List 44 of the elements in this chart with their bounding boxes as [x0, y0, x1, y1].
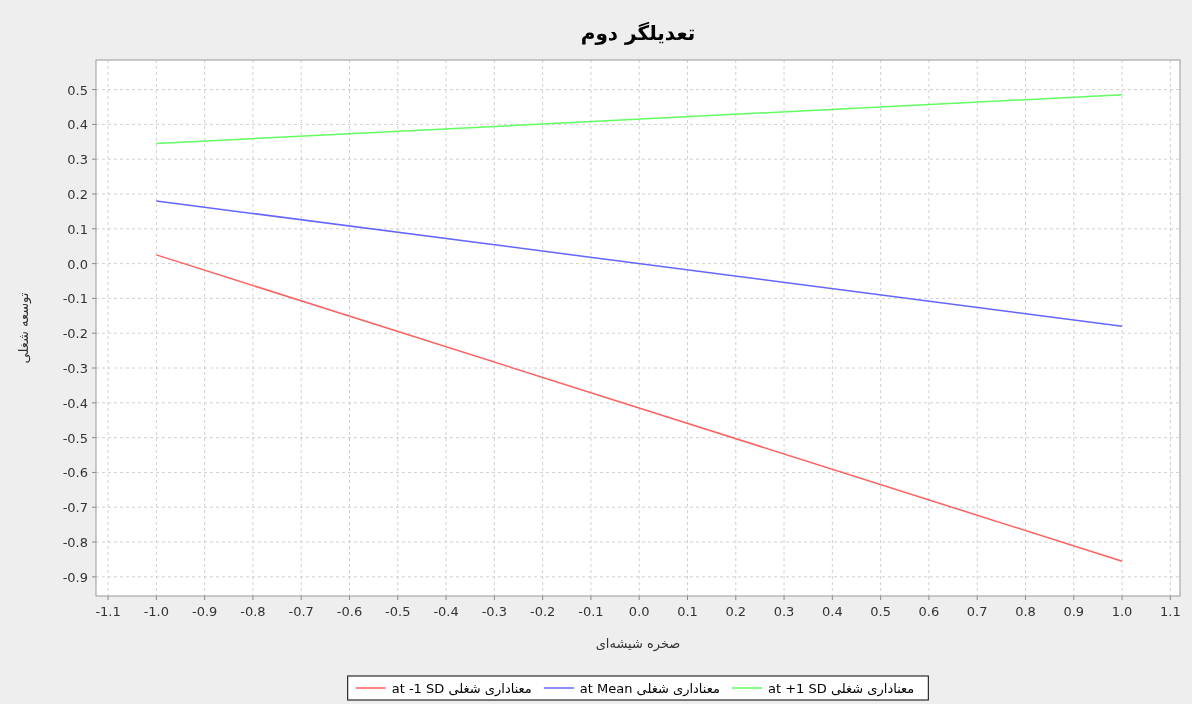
x-tick-label: 0.9: [1063, 604, 1085, 619]
x-tick-label: 1.0: [1111, 604, 1133, 619]
y-tick-label: 0.1: [67, 221, 88, 237]
x-tick-label: 0.3: [773, 604, 795, 619]
x-tick-label: -0.6: [336, 604, 363, 619]
y-axis-title: توسعه شغلی: [16, 292, 32, 364]
y-tick-label: 0.2: [67, 187, 88, 202]
x-tick-label: 1.1: [1160, 604, 1181, 619]
y-tick-label: -0.7: [62, 500, 88, 516]
x-tick-label: -0.5: [385, 604, 411, 619]
x-tick-label: 0.2: [725, 604, 747, 619]
legend-label: معناداری شغلی at -1 SD: [391, 681, 532, 697]
chart-title: تعدیلگر دوم: [580, 21, 696, 45]
y-tick-label: 0.5: [67, 82, 88, 98]
x-tick-label: -0.3: [481, 604, 508, 619]
x-tick-label: 0.4: [822, 604, 843, 619]
y-tick-label: -0.5: [62, 430, 88, 446]
x-tick-label: 0.1: [677, 604, 698, 619]
x-tick-label: -0.8: [240, 604, 266, 619]
y-tick-label: -0.3: [62, 361, 88, 377]
y-tick-label: -0.2: [62, 326, 88, 342]
x-tick-label: 0.7: [966, 604, 988, 619]
y-tick-label: -0.4: [62, 395, 88, 411]
y-tick-label: -0.9: [62, 569, 88, 585]
x-tick-label: 0.8: [1015, 604, 1036, 619]
y-tick-label: -0.1: [62, 291, 88, 307]
x-tick-label: -0.9: [191, 604, 218, 619]
x-tick-label: 0.0: [628, 604, 650, 619]
y-tick-label: -0.8: [62, 535, 88, 551]
legend-label: معناداری شغلی at +1 SD: [767, 681, 915, 697]
x-tick-label: 0.5: [870, 604, 891, 619]
y-tick-label: -0.6: [62, 465, 88, 481]
y-tick-label: 0.4: [67, 117, 88, 133]
x-tick-label: -0.7: [288, 604, 314, 619]
y-tick-label: 0.0: [67, 256, 88, 272]
y-tick-label: 0.3: [67, 152, 88, 168]
x-axis-title: صخره شیشه‌ای: [595, 636, 681, 652]
legend-label: معناداری شغلی at Mean: [579, 681, 720, 697]
x-tick-label: 0.6: [918, 604, 940, 619]
x-tick-label: -1.0: [143, 604, 170, 619]
x-tick-label: -0.2: [529, 604, 556, 619]
x-tick-label: -1.1: [95, 604, 121, 619]
x-tick-label: -0.1: [578, 604, 604, 619]
x-tick-label: -0.4: [433, 604, 459, 619]
